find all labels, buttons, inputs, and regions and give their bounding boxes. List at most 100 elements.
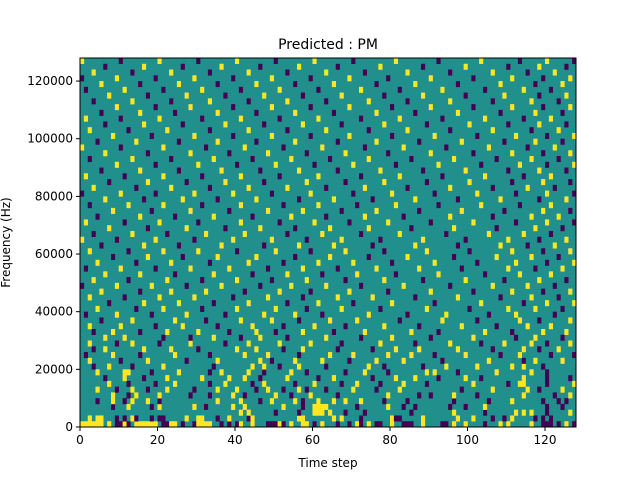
heatmap-cell bbox=[401, 421, 406, 428]
heatmap-cell bbox=[343, 409, 348, 416]
heatmap-cell bbox=[308, 75, 313, 82]
heatmap-cell bbox=[277, 115, 282, 122]
heatmap-cell bbox=[219, 282, 224, 289]
heatmap-cell bbox=[506, 236, 511, 243]
heatmap-cell bbox=[548, 202, 553, 209]
heatmap-cell bbox=[475, 363, 480, 370]
heatmap-cell bbox=[401, 282, 406, 289]
heatmap-cell bbox=[161, 305, 166, 312]
heatmap-cell bbox=[483, 271, 488, 278]
heatmap-cell bbox=[490, 282, 495, 289]
heatmap-cell bbox=[165, 127, 170, 134]
heatmap-cell bbox=[215, 196, 220, 203]
heatmap-cell bbox=[238, 334, 243, 341]
heatmap-cell bbox=[506, 421, 511, 428]
heatmap-cell bbox=[479, 375, 484, 382]
heatmap-cell bbox=[258, 63, 263, 70]
heatmap-cell bbox=[235, 58, 240, 65]
heatmap-cell bbox=[424, 369, 429, 376]
heatmap-cell bbox=[161, 363, 166, 370]
heatmap-cell bbox=[258, 357, 263, 364]
heatmap-cell bbox=[374, 109, 379, 116]
heatmap-cell bbox=[91, 184, 96, 191]
heatmap-cell bbox=[297, 386, 302, 393]
heatmap-cell bbox=[312, 161, 317, 168]
heatmap-cell bbox=[111, 403, 116, 410]
heatmap-cell bbox=[118, 190, 123, 197]
heatmap-cell bbox=[254, 328, 259, 335]
heatmap-cell bbox=[312, 421, 317, 428]
heatmap-cell bbox=[80, 190, 85, 197]
heatmap-cell bbox=[463, 421, 468, 428]
heatmap-cell bbox=[510, 104, 515, 111]
heatmap-cell bbox=[514, 311, 519, 318]
heatmap-cell bbox=[107, 421, 112, 428]
heatmap-cell bbox=[308, 288, 313, 295]
heatmap-cell bbox=[444, 363, 449, 370]
heatmap-cell bbox=[428, 150, 433, 157]
heatmap-cell bbox=[483, 421, 488, 428]
heatmap-cell bbox=[91, 363, 96, 370]
y-tick-label: 120000 bbox=[27, 74, 73, 88]
heatmap-cell bbox=[355, 403, 360, 410]
heatmap-cell bbox=[556, 254, 561, 261]
heatmap-cell bbox=[490, 184, 495, 191]
heatmap-cell bbox=[521, 230, 526, 237]
heatmap-cell bbox=[521, 115, 526, 122]
heatmap-cell bbox=[525, 323, 530, 330]
heatmap-cell bbox=[246, 340, 251, 347]
heatmap-cell bbox=[277, 86, 282, 93]
heatmap-cell bbox=[390, 300, 395, 307]
heatmap-cell bbox=[405, 127, 410, 134]
heatmap-cell bbox=[525, 282, 530, 289]
heatmap-cell bbox=[87, 127, 92, 134]
heatmap-cell bbox=[452, 225, 457, 232]
heatmap-cell bbox=[382, 323, 387, 330]
heatmap-cell bbox=[180, 254, 185, 261]
heatmap-cell bbox=[386, 75, 391, 82]
heatmap-cell bbox=[262, 92, 267, 99]
heatmap-cell bbox=[165, 421, 170, 428]
heatmap-cell bbox=[537, 92, 542, 99]
heatmap-cell bbox=[483, 115, 488, 122]
heatmap-cell bbox=[142, 121, 147, 128]
heatmap-cell bbox=[471, 150, 476, 157]
heatmap-cell bbox=[537, 63, 542, 70]
heatmap-cell bbox=[200, 202, 205, 209]
heatmap-cell bbox=[483, 86, 488, 93]
heatmap-cell bbox=[238, 219, 243, 226]
heatmap-cell bbox=[537, 386, 542, 393]
heatmap-cell bbox=[297, 242, 302, 249]
heatmap-cell bbox=[153, 104, 158, 111]
heatmap-cell bbox=[134, 305, 139, 312]
heatmap-cell bbox=[316, 86, 321, 93]
heatmap-cell bbox=[173, 380, 178, 387]
heatmap-cell bbox=[479, 202, 484, 209]
heatmap-cell bbox=[308, 392, 313, 399]
x-tick-label: 40 bbox=[227, 433, 242, 447]
heatmap-cell bbox=[204, 421, 209, 428]
heatmap-cell bbox=[490, 69, 495, 76]
heatmap-cell bbox=[138, 352, 143, 359]
heatmap-cell bbox=[339, 92, 344, 99]
heatmap-cell bbox=[277, 363, 282, 370]
heatmap-cell bbox=[556, 294, 561, 301]
heatmap-cell bbox=[211, 300, 216, 307]
heatmap-cell bbox=[510, 248, 515, 255]
heatmap-cell bbox=[401, 357, 406, 364]
heatmap-cell bbox=[300, 415, 305, 422]
heatmap-cell bbox=[169, 69, 174, 76]
heatmap-cell bbox=[382, 248, 387, 255]
heatmap-cell bbox=[273, 392, 278, 399]
heatmap-cell bbox=[273, 328, 278, 335]
heatmap-cell bbox=[142, 346, 147, 353]
heatmap-cell bbox=[556, 421, 561, 428]
heatmap-cell bbox=[424, 179, 429, 186]
heatmap-cell bbox=[521, 357, 526, 364]
heatmap-cell bbox=[219, 167, 224, 174]
heatmap-cell bbox=[463, 352, 468, 359]
heatmap-cell bbox=[223, 340, 228, 347]
heatmap-cell bbox=[568, 207, 573, 214]
heatmap-cell bbox=[126, 248, 131, 255]
heatmap-cell bbox=[517, 380, 522, 387]
